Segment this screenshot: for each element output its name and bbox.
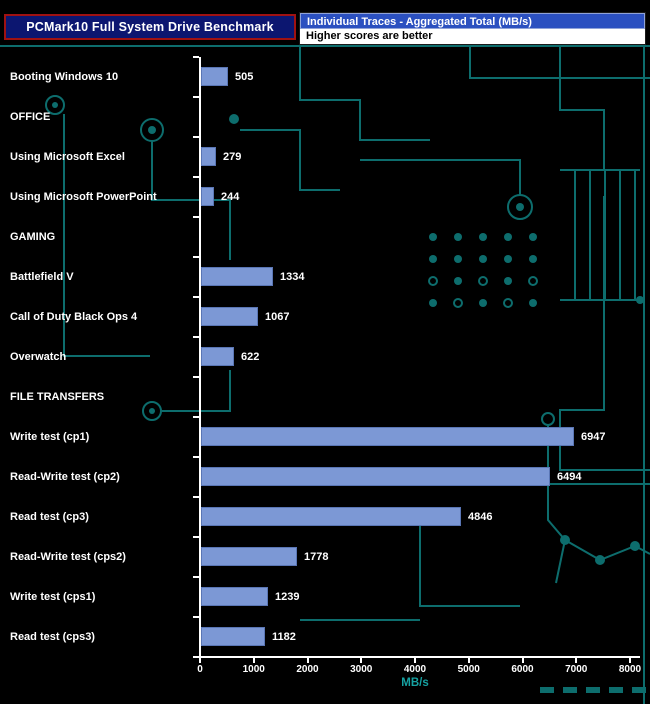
chart-row: Overwatch 622 <box>0 337 650 377</box>
y-tick-mark <box>193 536 199 538</box>
bar-value-label: 622 <box>241 351 260 363</box>
x-tick-label: 4000 <box>403 664 427 675</box>
value-bar <box>201 187 214 206</box>
y-tick-mark <box>193 96 199 98</box>
section-header-row: GAMING <box>0 217 650 257</box>
value-bar <box>201 307 258 326</box>
x-tick-mark <box>360 658 363 663</box>
x-axis-line <box>197 656 640 658</box>
value-bar <box>201 627 265 646</box>
row-label: Read-Write test (cps2) <box>10 551 126 563</box>
value-bar <box>201 147 216 166</box>
bar-value-label: 6947 <box>581 431 606 443</box>
chart-row: Read-Write test (cps2) 1778 <box>0 537 650 577</box>
row-label: Using Microsoft Excel <box>10 151 125 163</box>
value-bar <box>201 427 574 446</box>
chart-row: Call of Duty Black Ops 4 1067 <box>0 297 650 337</box>
section-header-row: OFFICE <box>0 97 650 137</box>
chart-row: Using Microsoft PowerPoint 244 <box>0 177 650 217</box>
row-label: Overwatch <box>10 351 67 363</box>
row-label: Call of Duty Black Ops 4 <box>10 311 138 323</box>
section-label: GAMING <box>10 231 56 243</box>
section-label: OFFICE <box>10 111 51 123</box>
value-bar <box>201 267 273 286</box>
y-tick-mark <box>193 296 199 298</box>
x-tick-label: 0 <box>197 664 203 675</box>
bar-value-label: 6494 <box>557 471 582 483</box>
x-tick-mark <box>252 658 255 663</box>
bar-value-label: 505 <box>235 71 254 83</box>
row-label: Read-Write test (cp2) <box>10 471 120 483</box>
bar-value-label: 279 <box>223 151 242 163</box>
bar-value-label: 4846 <box>468 511 493 523</box>
y-tick-mark <box>193 256 199 258</box>
chart-row: Battlefield V 1334 <box>0 257 650 297</box>
value-bar <box>201 347 234 366</box>
row-label: Write test (cp1) <box>10 431 90 443</box>
chart-title: PCMark10 Full System Drive Benchmark <box>4 14 296 40</box>
chart-row: Booting Windows 10 505 <box>0 57 650 97</box>
y-tick-mark <box>193 56 199 58</box>
y-tick-mark <box>193 456 199 458</box>
y-tick-mark <box>193 376 199 378</box>
x-tick-label: 6000 <box>511 664 534 675</box>
bar-value-label: 244 <box>221 191 240 203</box>
bar-value-label: 1067 <box>265 311 290 323</box>
x-tick-label: 8000 <box>618 664 642 675</box>
x-tick-label: 2000 <box>296 664 319 675</box>
y-tick-mark <box>193 616 199 618</box>
row-label: Write test (cps1) <box>10 591 96 603</box>
x-tick-mark <box>306 658 309 663</box>
row-label: Read test (cps3) <box>10 631 95 643</box>
chart-row: Read test (cps3) 1182 <box>0 617 650 657</box>
x-tick-mark <box>199 658 201 663</box>
x-tick-label: 3000 <box>350 664 373 675</box>
y-tick-mark <box>193 416 199 418</box>
bar-value-label: 1334 <box>280 271 305 283</box>
chart-rows: Booting Windows 10 505 OFFICE Using Microso… <box>0 57 650 657</box>
row-label: Booting Windows 10 <box>10 71 119 83</box>
y-tick-mark <box>193 176 199 178</box>
y-tick-mark <box>193 336 199 338</box>
legend-subtitle: Individual Traces - Aggregated Total (MB… <box>300 13 645 29</box>
section-label: FILE TRANSFERS <box>10 391 105 403</box>
y-tick-mark <box>193 216 199 218</box>
y-tick-mark <box>193 496 199 498</box>
chart-row: Read test (cp3) 4846 <box>0 497 650 537</box>
chart-row: Write test (cp1) 6947 <box>0 417 650 457</box>
row-label: Using Microsoft PowerPoint <box>10 191 157 203</box>
value-bar <box>201 587 268 606</box>
bar-value-label: 1182 <box>272 631 296 643</box>
chart-row: Read-Write test (cp2) 6494 <box>0 457 650 497</box>
y-axis-line <box>199 57 201 657</box>
value-bar <box>201 467 550 486</box>
x-tick-label: 1000 <box>242 664 265 675</box>
y-tick-mark <box>193 656 199 658</box>
bar-value-label: 1239 <box>275 591 300 603</box>
x-tick-label: 5000 <box>457 664 480 675</box>
x-tick-mark <box>575 658 578 663</box>
x-axis-title: MB/s <box>401 677 429 689</box>
x-tick-mark <box>414 658 416 663</box>
y-tick-mark <box>193 136 199 138</box>
value-bar <box>201 547 297 566</box>
x-tick-mark <box>521 658 524 663</box>
legend-note: Higher scores are better <box>300 29 645 44</box>
x-tick-mark <box>629 658 631 663</box>
bar-value-label: 1778 <box>304 551 329 563</box>
x-tick-label: 7000 <box>565 664 588 675</box>
row-label: Read test (cp3) <box>10 511 89 523</box>
x-tick-mark <box>467 658 470 663</box>
value-bar <box>201 67 228 86</box>
value-bar <box>201 507 461 526</box>
row-label: Battlefield V <box>10 271 74 283</box>
y-tick-mark <box>193 576 199 578</box>
section-header-row: FILE TRANSFERS <box>0 377 650 417</box>
legend-box: Individual Traces - Aggregated Total (MB… <box>299 12 646 45</box>
chart-row: Using Microsoft Excel 279 <box>0 137 650 177</box>
chart-row: Write test (cps1) 1239 <box>0 577 650 617</box>
